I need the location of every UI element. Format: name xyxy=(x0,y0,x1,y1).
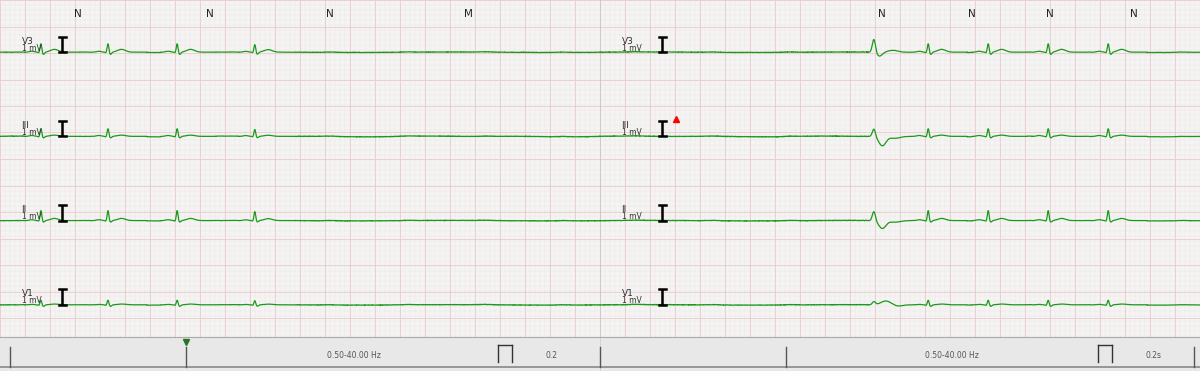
Text: 1 mV: 1 mV xyxy=(622,128,641,137)
Text: V3: V3 xyxy=(22,37,34,46)
Text: 0.50-40.00 Hz: 0.50-40.00 Hz xyxy=(328,351,380,360)
Text: 1 mV: 1 mV xyxy=(22,296,41,305)
Text: III: III xyxy=(22,121,30,130)
Text: N: N xyxy=(968,9,976,19)
Bar xyxy=(0,337,1200,371)
Text: 1 mV: 1 mV xyxy=(622,212,641,221)
Text: II: II xyxy=(622,205,626,214)
Text: N: N xyxy=(1130,9,1138,19)
Text: V3: V3 xyxy=(622,37,634,46)
Text: N: N xyxy=(878,9,886,19)
Text: 1 mV: 1 mV xyxy=(22,128,41,137)
Text: N: N xyxy=(206,9,214,19)
Text: 0.2: 0.2 xyxy=(546,351,558,360)
Text: 0.2s: 0.2s xyxy=(1146,351,1162,360)
Text: 1 mV: 1 mV xyxy=(22,44,41,53)
Text: III: III xyxy=(622,121,630,130)
Text: 1 mV: 1 mV xyxy=(22,212,41,221)
Text: 1 mV: 1 mV xyxy=(622,44,641,53)
Text: M: M xyxy=(463,9,473,19)
Text: V1: V1 xyxy=(622,289,634,298)
Text: II: II xyxy=(22,205,26,214)
Text: V1: V1 xyxy=(22,289,34,298)
Text: 1 mV: 1 mV xyxy=(622,296,641,305)
Text: N: N xyxy=(1046,9,1054,19)
Text: N: N xyxy=(326,9,334,19)
Text: 0.50-40.00 Hz: 0.50-40.00 Hz xyxy=(925,351,978,360)
Text: N: N xyxy=(74,9,82,19)
